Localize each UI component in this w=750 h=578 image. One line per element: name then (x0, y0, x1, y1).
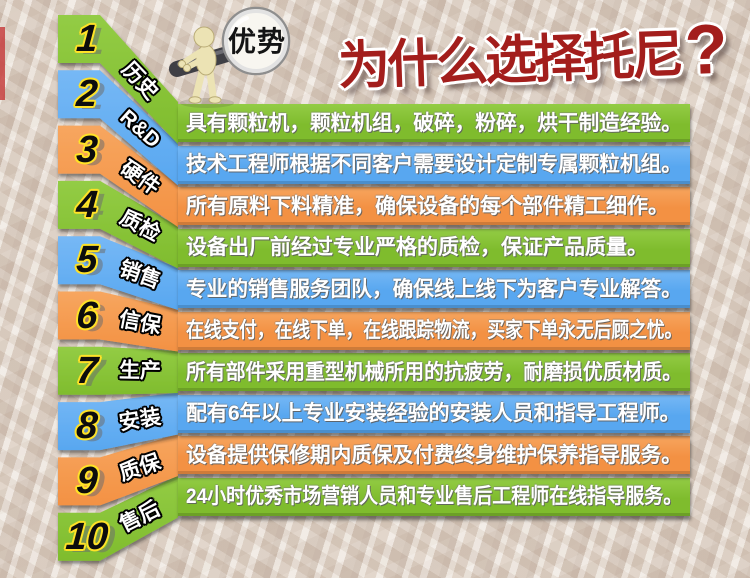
feature-bar: 专业的销售服务团队，确保线上线下为客户专业解答。 (178, 270, 690, 308)
title-question-mark: ? (683, 9, 729, 90)
feature-text: 设备提供保修期内质保及付费终身维护保养指导服务。 (186, 443, 682, 467)
item-number: 9 (74, 460, 100, 503)
feature-bar: 具有颗粒机，颗粒机组，破碎，粉碎，烘干制造经验。 (178, 104, 690, 142)
left-edge-red-sliver (0, 27, 5, 100)
feature-text: 专业的销售服务团队，确保线上线下为客户专业解答。 (186, 277, 682, 301)
item-number: 5 (74, 239, 100, 282)
item-category-label: 生产 (118, 359, 162, 384)
item-number: 4 (74, 183, 100, 226)
advantage-label: 优势 (227, 26, 286, 57)
feature-text: 所有部件采用重型机械所用的抗疲劳，耐磨损优质材质。 (186, 360, 683, 384)
feature-bar: 所有部件采用重型机械所用的抗疲劳，耐磨损优质材质。 (178, 353, 690, 391)
mascot-shadow (180, 98, 234, 108)
magnifier-lens-icon (221, 6, 291, 76)
advantage-badge: 优势 (155, 0, 335, 115)
feature-bar: 设备提供保修期内质保及付费终身维护保养指导服务。 (178, 436, 690, 474)
item-number: 7 (74, 349, 100, 392)
feature-text: 技术工程师根据不同客户需要设计定制专属颗粒机组。 (186, 153, 682, 176)
feature-text: 配有6年以上专业安装经验的安装人员和指导工程师。 (186, 402, 681, 425)
feature-bar: 技术工程师根据不同客户需要设计定制专属颗粒机组。 (178, 145, 690, 184)
feature-text: 所有原料下料精准，确保设备的每个部件精工细作。 (186, 194, 669, 218)
title-text: 为什么选择托尼 (337, 26, 682, 97)
feature-bar: 在线支付，在线下单，在线跟踪物流，买家下单永无后顾之忧。 (178, 311, 690, 350)
feature-text: 设备出厂前经过专业严格的质检，保证产品质量。 (186, 236, 648, 259)
feature-bar: 配有6年以上专业安装经验的安装人员和指导工程师。 (178, 394, 690, 433)
page-title: 为什么选择托尼 ? (337, 9, 750, 107)
feature-bar: 设备出厂前经过专业严格的质检，保证产品质量。 (178, 228, 690, 267)
item-number: 1 (74, 18, 100, 60)
feature-bar: 24小时优秀市场营销人员和专业售后工程师在线指导服务。 (178, 477, 690, 516)
item-number: 8 (74, 405, 100, 448)
magnifier-mascot-icon (169, 6, 291, 108)
item-number: 6 (74, 294, 100, 337)
item-number: 10 (64, 515, 110, 558)
feature-text: 在线支付，在线下单，在线跟踪物流，买家下单永无后顾之忧。 (186, 319, 683, 342)
item-number: 2 (74, 73, 100, 116)
feature-text: 具有颗粒机，颗粒机组，破碎，粉碎，烘干制造经验。 (186, 111, 682, 135)
item-number: 3 (74, 128, 100, 171)
feature-text: 24小时优秀市场营销人员和专业售后工程师在线指导服务。 (186, 485, 683, 508)
feature-bar: 所有原料下料精准，确保设备的每个部件精工细作。 (178, 187, 690, 225)
mascot-figure-icon (177, 26, 222, 104)
